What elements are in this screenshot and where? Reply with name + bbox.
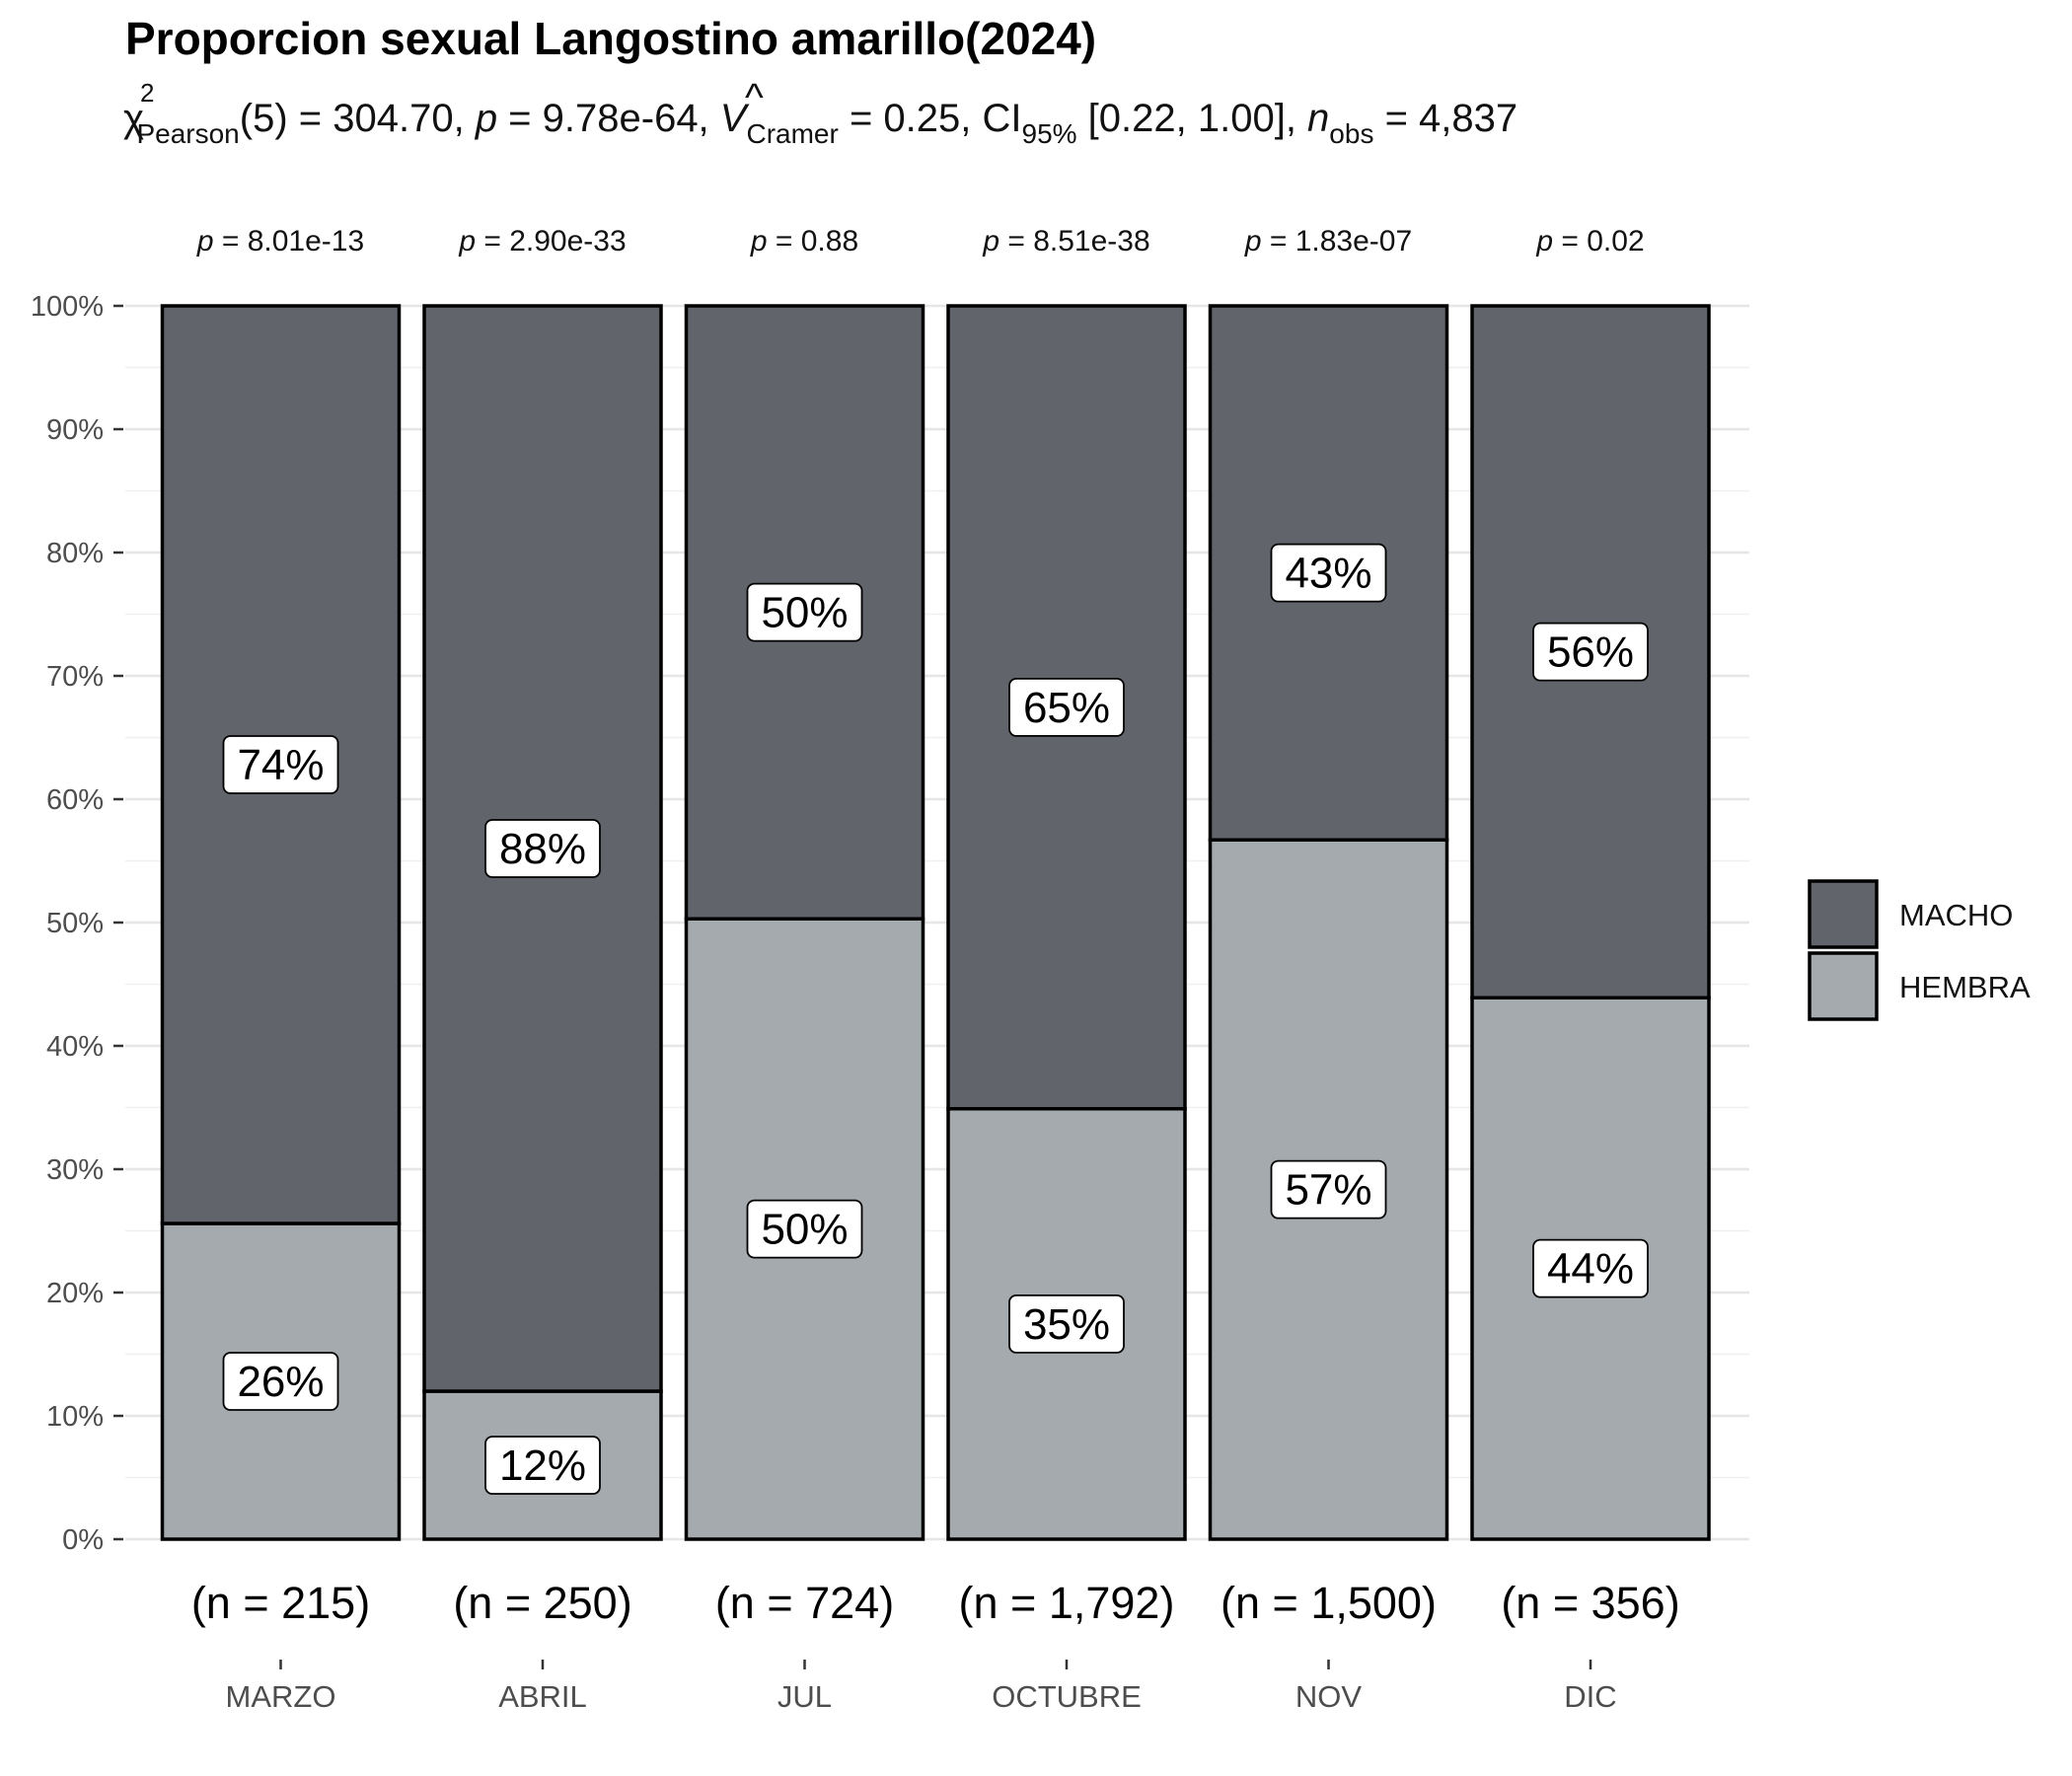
chi-statistic: (5) = 304.70,: [240, 97, 476, 140]
p-value-label: p = 1.83e-07: [1244, 225, 1412, 258]
label-text: 43%: [1285, 550, 1371, 598]
label-text: 12%: [499, 1442, 586, 1490]
v-subscript: Cramer: [746, 118, 838, 149]
x-tick-label: ABRIL: [498, 1679, 587, 1714]
sample-count-label: (n = 356): [1501, 1578, 1679, 1628]
v-symbol: V: [720, 97, 750, 140]
legend-swatch-macho: [1808, 879, 1879, 949]
label-text: 88%: [499, 825, 586, 873]
label-box: [222, 735, 339, 794]
label-text: 65%: [1023, 684, 1110, 732]
bar-value-label: 35%: [1008, 1294, 1125, 1354]
sample-count-label: (n = 215): [191, 1578, 370, 1628]
x-tick-label: JUL: [777, 1679, 832, 1714]
x-tick-label: MARZO: [226, 1679, 336, 1714]
bar-value-label: 74%: [222, 735, 339, 794]
label-box: [484, 819, 601, 878]
bar-value-label: 50%: [746, 1199, 863, 1259]
y-tick-label: 80%: [46, 538, 104, 569]
x-tick-label: OCTUBRE: [992, 1679, 1142, 1714]
bar-value-label: 44%: [1532, 1238, 1649, 1298]
p-value-label: p = 0.02: [1535, 225, 1644, 258]
p-values: p = 8.01e-13 p = 2.90e-33 p = 0.88 p = 8.51…: [196, 225, 1645, 258]
label-box: [1270, 1159, 1387, 1220]
chi-superscript: 2: [140, 78, 154, 108]
sample-count-label: (n = 250): [453, 1578, 631, 1628]
label-box: [1270, 543, 1387, 603]
chart-title: Proporcion sexual Langostino amarillo(20…: [125, 13, 1096, 64]
v-hat-mark: ^: [745, 76, 764, 119]
bar-value-label: 43%: [1270, 543, 1387, 603]
bar-value-label: 50%: [746, 582, 863, 642]
y-axis: 0% 10% 20% 30% 40% 50% 60% 70% 80% 90% 100%: [31, 291, 123, 1556]
p-value-label: p = 2.90e-33: [458, 225, 626, 258]
y-tick-label: 10%: [46, 1401, 104, 1433]
bar-value-label: 88%: [484, 819, 601, 878]
sample-count-label: (n = 724): [715, 1578, 894, 1628]
label-box: [1008, 677, 1125, 737]
label-box: [484, 1436, 601, 1495]
bar-value-label: 26%: [222, 1352, 339, 1411]
legend-label-macho: MACHO: [1899, 898, 2013, 932]
label-text: 74%: [237, 741, 324, 789]
n-statistic: = 4,837: [1373, 97, 1517, 140]
sample-counts: (n = 215) (n = 250) (n = 724) (n = 1,792) (n…: [191, 1578, 1680, 1628]
chi-subscript: Pearson: [136, 118, 239, 149]
sample-count-label: (n = 1,792): [959, 1578, 1175, 1628]
y-tick-label: 60%: [46, 784, 104, 816]
y-tick-label: 90%: [46, 414, 104, 446]
chart-subtitle: χ2 Pearson(5) = 304.70, p = 9.78e-64, VCr…: [123, 78, 1517, 149]
bar-value-label: 56%: [1532, 622, 1649, 682]
label-text: 50%: [761, 589, 848, 637]
y-tick-label: 50%: [46, 908, 104, 939]
label-text: 44%: [1547, 1245, 1634, 1294]
legend-swatch-hembra: [1808, 951, 1879, 1021]
y-tick-label: 20%: [46, 1278, 104, 1309]
bar-value-label: 57%: [1270, 1159, 1387, 1220]
chi-symbol: χ: [123, 97, 144, 140]
label-box: [222, 1352, 339, 1411]
y-tick-label: 70%: [46, 661, 104, 693]
y-tick-label: 0%: [62, 1524, 104, 1556]
label-text: 50%: [761, 1206, 848, 1254]
legend: MACHO HEMBRA: [1808, 879, 2031, 1021]
n-subscript: obs: [1329, 118, 1373, 149]
legend-label-hembra: HEMBRA: [1899, 970, 2031, 1004]
label-text: 26%: [237, 1358, 324, 1406]
y-tick-label: 30%: [46, 1154, 104, 1186]
label-box: [746, 582, 863, 642]
p-statistic: = 9.78e-64,: [497, 97, 720, 140]
bar-value-label: 65%: [1008, 677, 1125, 737]
n-symbol: n: [1307, 97, 1329, 140]
y-tick-label: 40%: [46, 1031, 104, 1063]
p-value-label: p = 8.01e-13: [196, 225, 364, 258]
label-text: 56%: [1547, 629, 1634, 677]
bar-value-label: 12%: [484, 1436, 601, 1495]
label-box: [746, 1199, 863, 1259]
bar-labels: 26% 74% 12% 88% 50% 50% 35% 65% 57% 43% 44% 56%: [222, 543, 1649, 1495]
label-box: [1008, 1294, 1125, 1354]
x-axis: MARZO ABRIL JUL OCTUBRE NOV DIC: [226, 1660, 1617, 1714]
x-tick-label: NOV: [1295, 1679, 1363, 1714]
label-box: [1532, 622, 1649, 682]
p-symbol: p: [475, 97, 497, 140]
x-tick-label: DIC: [1564, 1679, 1616, 1714]
v-statistic: = 0.25, CI: [839, 97, 1022, 140]
label-text: 57%: [1285, 1166, 1371, 1215]
sample-count-label: (n = 1,500): [1221, 1578, 1437, 1628]
ci-subscript: 95%: [1022, 118, 1077, 149]
label-text: 35%: [1023, 1300, 1110, 1349]
ci-statistic: [0.22, 1.00],: [1077, 97, 1308, 140]
p-value-label: p = 8.51e-38: [982, 225, 1149, 258]
y-tick-label: 100%: [31, 291, 104, 323]
label-box: [1532, 1238, 1649, 1298]
p-value-label: p = 0.88: [750, 225, 858, 258]
